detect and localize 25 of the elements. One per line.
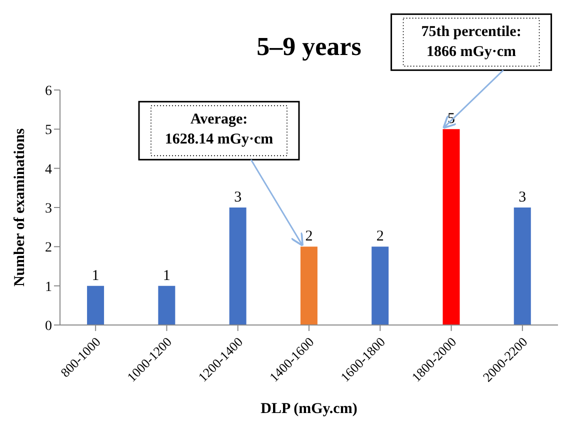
bar <box>514 208 531 325</box>
data-label: 1 <box>162 268 170 284</box>
y-axis-title: Number of examinations <box>12 128 28 287</box>
y-tick-label: 6 <box>45 84 52 99</box>
y-tick-label: 3 <box>45 201 52 216</box>
chart-title: 5–9 years <box>256 32 362 61</box>
bar <box>300 246 318 325</box>
bar <box>442 129 460 325</box>
data-label: 3 <box>234 190 242 206</box>
annotation: 75th percentile: 1866 mGy·cm <box>421 24 522 60</box>
data-label: 2 <box>376 228 384 245</box>
y-tick-label: 2 <box>45 240 52 256</box>
data-label: 3 <box>518 190 526 206</box>
y-tick-label: 4 <box>45 162 52 178</box>
bar <box>158 286 176 325</box>
annotation: Average: 1628.14 mGy·cm <box>164 112 274 148</box>
bar <box>372 246 389 325</box>
data-label: 2 <box>305 228 313 245</box>
bar <box>87 286 104 325</box>
bar <box>229 208 246 325</box>
data-label: 1 <box>92 268 100 284</box>
y-tick-label: 1 <box>45 280 52 295</box>
x-axis-title: DLP (mGy.cm) <box>260 401 358 417</box>
y-tick-label: 5 <box>45 123 52 138</box>
y-tick-label: 0 <box>45 318 52 334</box>
